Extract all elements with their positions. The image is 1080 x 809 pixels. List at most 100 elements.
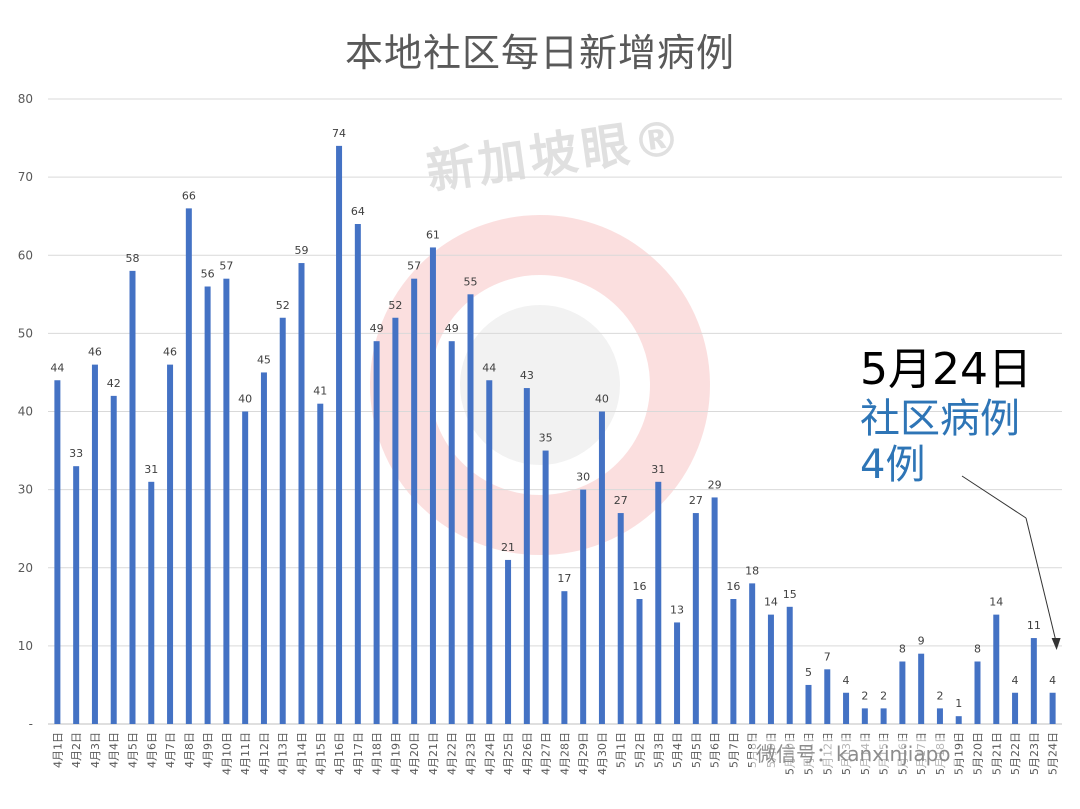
data-label: 44 xyxy=(50,361,64,374)
x-tick-label: 4月3日 xyxy=(89,732,102,768)
y-tick-label: 60 xyxy=(18,248,33,262)
bar xyxy=(1049,692,1056,724)
data-label: 2 xyxy=(880,689,887,702)
data-label: 29 xyxy=(708,478,722,491)
arrow-head xyxy=(1051,638,1061,650)
data-label: 8 xyxy=(899,643,906,656)
y-tick-label: 70 xyxy=(18,170,33,184)
data-label: 31 xyxy=(651,463,665,476)
bar xyxy=(467,294,474,724)
x-tick-label: 4月6日 xyxy=(145,732,158,768)
bar xyxy=(1012,692,1019,724)
data-label: 52 xyxy=(276,299,290,312)
bar xyxy=(749,583,756,724)
x-tick-label: 5月4日 xyxy=(671,732,684,768)
annotation-label: 社区病例 xyxy=(860,395,1020,442)
chart-title: 本地社区每日新增病例 xyxy=(344,31,735,75)
data-label: 15 xyxy=(783,588,797,601)
data-label: 7 xyxy=(824,650,831,663)
annotation-count: 4例 xyxy=(860,441,926,488)
data-label: 31 xyxy=(144,463,158,476)
bar xyxy=(918,653,925,724)
bar xyxy=(655,481,662,724)
bar xyxy=(204,286,211,724)
data-label: 58 xyxy=(126,252,140,265)
data-label: 1 xyxy=(955,697,962,710)
x-tick-label: 4月7日 xyxy=(164,732,177,768)
x-tick-label: 4月23日 xyxy=(465,732,478,775)
data-label: 13 xyxy=(670,603,684,616)
data-label: 46 xyxy=(88,346,102,359)
data-label: 40 xyxy=(595,393,609,406)
data-label: 33 xyxy=(69,447,83,460)
x-tick-label: 4月28日 xyxy=(558,732,571,775)
data-label: 4 xyxy=(843,674,850,687)
y-tick-label: 50 xyxy=(18,326,33,340)
bar xyxy=(242,411,249,724)
bar xyxy=(786,606,793,724)
x-tick-label: 4月17日 xyxy=(352,732,365,775)
bar xyxy=(955,716,962,724)
bar xyxy=(411,278,418,724)
data-label: 43 xyxy=(520,369,534,382)
x-tick-label: 4月21日 xyxy=(427,732,440,775)
bar xyxy=(843,692,850,724)
y-tick-label: 30 xyxy=(18,483,33,497)
data-label: 61 xyxy=(426,228,440,241)
data-label: 2 xyxy=(936,689,943,702)
data-label: 66 xyxy=(182,189,196,202)
bar xyxy=(448,341,455,724)
annotation-callout: 5月24日 社区病例 4例 xyxy=(860,344,1032,488)
data-label: 2 xyxy=(861,689,868,702)
bar xyxy=(223,278,230,724)
data-label: 35 xyxy=(539,432,553,445)
x-tick-label: 4月12日 xyxy=(258,732,271,775)
y-tick-label: 20 xyxy=(18,561,33,575)
x-tick-label: 4月26日 xyxy=(521,732,534,775)
arrow-line xyxy=(1025,517,1058,645)
data-label: 27 xyxy=(689,494,703,507)
data-label: 4 xyxy=(1049,674,1056,687)
bar xyxy=(129,270,136,724)
watermark-center xyxy=(460,305,620,465)
y-tick-label: 10 xyxy=(18,639,33,653)
x-tick-label: 5月6日 xyxy=(709,732,722,768)
bar xyxy=(336,145,343,724)
x-tick-label: 5月5日 xyxy=(690,732,703,768)
x-tick-label: 4月22日 xyxy=(446,732,459,775)
x-tick-label: 4月29日 xyxy=(577,732,590,775)
data-label: 9 xyxy=(918,635,925,648)
x-tick-label: 4月1日 xyxy=(51,732,64,768)
bar xyxy=(373,341,380,724)
x-tick-label: 4月24日 xyxy=(483,732,496,775)
bar xyxy=(993,614,1000,724)
x-tick-label: 4月18日 xyxy=(371,732,384,775)
bar xyxy=(148,481,155,724)
bar xyxy=(598,411,605,724)
x-tick-label: 4月25日 xyxy=(502,732,515,775)
x-tick-label: 5月19日 xyxy=(953,732,966,775)
y-tick-label: 80 xyxy=(18,92,33,106)
bar xyxy=(317,403,324,724)
bar xyxy=(936,708,943,724)
bar xyxy=(354,224,361,724)
x-tick-label: 4月30日 xyxy=(596,732,609,775)
x-tick-label: 4月2日 xyxy=(70,732,83,768)
data-label: 44 xyxy=(482,361,496,374)
bar xyxy=(429,247,436,724)
bar xyxy=(899,661,906,724)
bar xyxy=(73,466,80,724)
x-tick-label: 4月4日 xyxy=(108,732,121,768)
data-label: 4 xyxy=(1012,674,1019,687)
data-label: 49 xyxy=(370,322,384,335)
bar xyxy=(110,395,117,724)
data-label: 42 xyxy=(107,377,121,390)
data-label: 14 xyxy=(989,596,1003,609)
x-tick-label: 4月10日 xyxy=(220,732,233,775)
bar xyxy=(617,513,624,724)
data-label: 30 xyxy=(576,471,590,484)
bar xyxy=(298,263,305,724)
data-label: 8 xyxy=(974,643,981,656)
x-tick-label: 5月22日 xyxy=(1009,732,1022,775)
